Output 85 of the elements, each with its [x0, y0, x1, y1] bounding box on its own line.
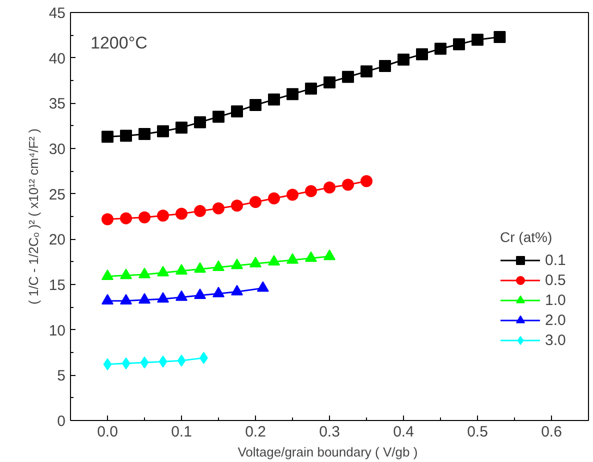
point: [231, 258, 243, 270]
point: [102, 130, 114, 143]
y-tick-label: 15: [48, 277, 66, 294]
point: [102, 213, 114, 226]
point: [157, 292, 169, 303]
point: [453, 38, 465, 50]
point: [250, 196, 262, 208]
point: [231, 284, 243, 296]
point: [360, 65, 372, 78]
point: [102, 269, 114, 280]
y-tick-label: 20: [48, 232, 66, 249]
x-tick-label: 0.1: [171, 424, 192, 440]
legend-title: Cr (at%): [500, 229, 554, 245]
point: [286, 253, 298, 264]
point: [138, 268, 150, 278]
point: [176, 290, 188, 301]
point: [472, 34, 484, 46]
point: [268, 192, 280, 204]
point: [120, 130, 132, 142]
point: [157, 210, 169, 222]
point: [416, 48, 428, 60]
legend-label: 0.1: [545, 252, 566, 268]
point: [379, 60, 391, 72]
point: [138, 211, 150, 224]
x-tick-label: 0.3: [319, 424, 340, 440]
point: [120, 212, 132, 224]
point: [212, 110, 224, 123]
point: [250, 256, 262, 268]
y-tick-label: 40: [48, 50, 66, 68]
point: [342, 70, 354, 83]
y-tick-label: 35: [48, 96, 66, 113]
legend-label: 3.0: [545, 332, 566, 348]
point: [305, 185, 317, 198]
point: [324, 76, 336, 88]
point: [176, 122, 188, 134]
point: [305, 82, 317, 95]
point: [212, 202, 224, 214]
point: [138, 128, 150, 140]
point: [138, 293, 150, 304]
point: [256, 281, 269, 292]
point: [194, 116, 206, 128]
point: [305, 251, 317, 262]
point: [120, 294, 132, 304]
point: [194, 205, 206, 218]
y-axis-title: ( 1/C - 1/2Cₒ )² ( x10¹² cm⁴/F² ): [26, 128, 41, 304]
y-tick-label: 45: [48, 5, 66, 22]
point: [398, 54, 410, 66]
point: [286, 188, 298, 201]
x-tick-label: 0.6: [541, 424, 562, 440]
point: [286, 88, 298, 100]
x-axis-title: Voltage/grain boundary ( V/gb ): [238, 444, 418, 460]
legend-label: 1.0: [545, 292, 566, 308]
point: [194, 262, 206, 273]
point: [360, 175, 372, 188]
legend-label: 2.0: [545, 312, 566, 328]
point: [324, 182, 336, 194]
point: [176, 208, 188, 220]
point: [434, 42, 446, 55]
y-tick-label: 5: [57, 368, 66, 385]
x-tick-label: 0.4: [393, 424, 414, 440]
point: [157, 266, 169, 276]
point: [250, 98, 262, 111]
point: [324, 250, 336, 260]
x-tick-label: 0.0: [97, 424, 118, 440]
point: [212, 260, 224, 271]
point: [268, 94, 280, 106]
point: [231, 200, 243, 212]
point: [342, 178, 354, 191]
y-tick-label: 25: [48, 186, 66, 204]
y-tick-label: 30: [48, 141, 66, 158]
point: [102, 294, 114, 304]
x-tick-label: 0.5: [467, 424, 488, 440]
point: [231, 105, 243, 118]
point: [212, 286, 224, 298]
point: [120, 268, 132, 280]
point: [494, 30, 506, 43]
y-tick-label: 0: [57, 413, 66, 430]
point: [194, 288, 206, 300]
annotation: 1200°C: [90, 34, 148, 52]
point: [268, 254, 280, 266]
point: [176, 264, 188, 275]
x-tick-label: 0.2: [245, 424, 266, 440]
y-tick-label: 10: [48, 322, 66, 340]
point: [157, 125, 169, 138]
legend-label: 0.5: [545, 272, 566, 288]
